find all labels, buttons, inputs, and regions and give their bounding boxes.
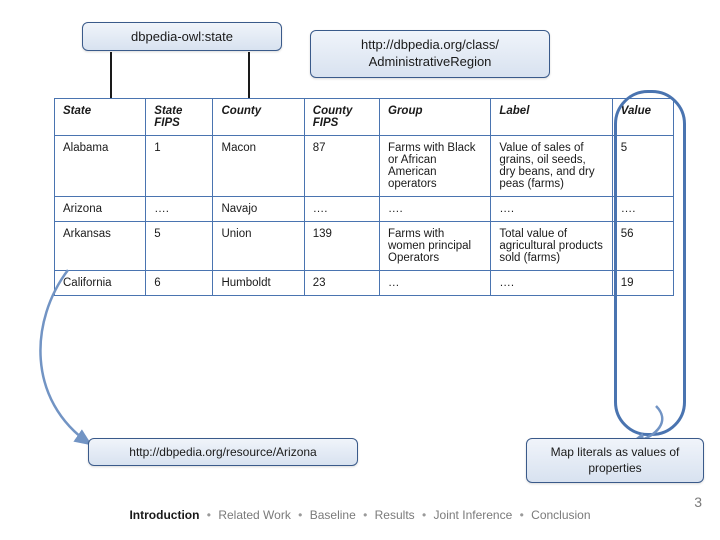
- separator-icon: •: [363, 508, 367, 522]
- label-box-owl-state: dbpedia-owl:state: [82, 22, 282, 51]
- cell: ….: [491, 197, 612, 222]
- label-box-resource-arizona: http://dbpedia.org/resource/Arizona: [88, 438, 358, 466]
- cell: Total value of agricultural products sol…: [491, 222, 612, 271]
- nav-item: Joint Inference: [434, 508, 513, 522]
- connector-line: [110, 52, 112, 98]
- cell: California: [55, 271, 146, 296]
- col-county-fips: County FIPS: [304, 99, 379, 136]
- col-label: Label: [491, 99, 612, 136]
- cell: 19: [612, 271, 673, 296]
- nav-item: Results: [375, 508, 415, 522]
- cell: Arizona: [55, 197, 146, 222]
- table-row: California 6 Humboldt 23 … …. 19: [55, 271, 674, 296]
- table-row: Arizona …. Navajo …. …. …. ….: [55, 197, 674, 222]
- table-row: Alabama 1 Macon 87 Farms with Black or A…: [55, 136, 674, 197]
- cell: 5: [612, 136, 673, 197]
- cell: Arkansas: [55, 222, 146, 271]
- data-table: State State FIPS County County FIPS Grou…: [54, 98, 674, 296]
- cell: …: [380, 271, 491, 296]
- cell: Humboldt: [213, 271, 304, 296]
- cell: Farms with women principal Operators: [380, 222, 491, 271]
- cell: 6: [146, 271, 213, 296]
- breadcrumb-nav: Introduction • Related Work • Baseline •…: [0, 508, 720, 522]
- connector-line: [248, 52, 250, 98]
- label-box-map-literals: Map literals as values of properties: [526, 438, 704, 483]
- cell: Navajo: [213, 197, 304, 222]
- cell: ….: [380, 197, 491, 222]
- table-header-row: State State FIPS County County FIPS Grou…: [55, 99, 674, 136]
- cell: 87: [304, 136, 379, 197]
- cell: Farms with Black or African American ope…: [380, 136, 491, 197]
- page-number: 3: [694, 494, 702, 510]
- table-row: Arkansas 5 Union 139 Farms with women pr…: [55, 222, 674, 271]
- nav-item: Introduction: [129, 508, 199, 522]
- cell: ….: [491, 271, 612, 296]
- separator-icon: •: [298, 508, 302, 522]
- cell: 1: [146, 136, 213, 197]
- cell: Value of sales of grains, oil seeds, dry…: [491, 136, 612, 197]
- cell: ….: [612, 197, 673, 222]
- separator-icon: •: [207, 508, 211, 522]
- cell: Macon: [213, 136, 304, 197]
- nav-item: Related Work: [218, 508, 290, 522]
- cell: 139: [304, 222, 379, 271]
- separator-icon: •: [422, 508, 426, 522]
- separator-icon: •: [520, 508, 524, 522]
- col-group: Group: [380, 99, 491, 136]
- cell: 23: [304, 271, 379, 296]
- label-box-admin-region: http://dbpedia.org/class/ Administrative…: [310, 30, 550, 78]
- cell: 5: [146, 222, 213, 271]
- col-state-fips: State FIPS: [146, 99, 213, 136]
- col-value: Value: [612, 99, 673, 136]
- col-county: County: [213, 99, 304, 136]
- cell: ….: [304, 197, 379, 222]
- cell: Union: [213, 222, 304, 271]
- nav-item: Conclusion: [531, 508, 590, 522]
- cell: 56: [612, 222, 673, 271]
- nav-item: Baseline: [310, 508, 356, 522]
- cell: Alabama: [55, 136, 146, 197]
- col-state: State: [55, 99, 146, 136]
- cell: ….: [146, 197, 213, 222]
